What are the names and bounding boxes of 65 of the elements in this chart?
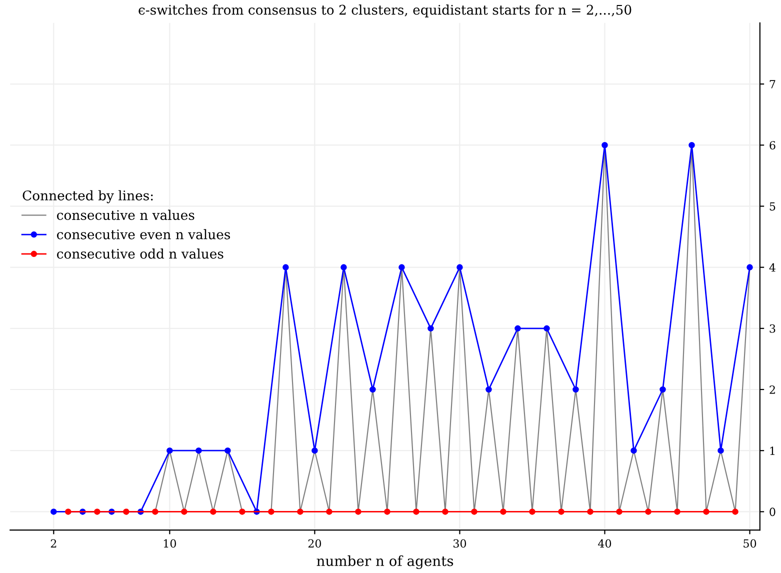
point [587, 508, 594, 515]
y-tick-label: 5 [770, 202, 776, 211]
point [500, 508, 506, 515]
point [384, 508, 390, 515]
point [544, 325, 550, 332]
point [65, 508, 72, 515]
point [630, 447, 637, 454]
point [688, 142, 695, 148]
y-tick-label: 7 [770, 80, 776, 88]
point [239, 508, 246, 515]
point [181, 508, 188, 515]
point [718, 447, 724, 454]
point [645, 508, 652, 515]
point [471, 508, 478, 515]
point [616, 508, 622, 515]
point [602, 142, 608, 148]
x-tick-label: 10 [164, 539, 176, 548]
point [123, 508, 130, 515]
x-tick-label: 50 [744, 539, 756, 548]
point [398, 264, 405, 270]
legend-label: consecutive n values [56, 210, 194, 220]
x-tick-label: 2 [50, 539, 56, 548]
point [166, 447, 173, 454]
x-tick-label: 30 [453, 539, 466, 548]
point [442, 508, 448, 515]
y-tick-label: 4 [769, 263, 776, 272]
legend-label: consecutive odd n values [56, 248, 224, 259]
point [297, 508, 304, 515]
point [746, 264, 753, 270]
point [486, 386, 492, 393]
point [529, 508, 536, 515]
point [703, 508, 710, 515]
point [210, 508, 216, 515]
point [558, 508, 564, 515]
point [674, 508, 680, 515]
legend-title: Connected by lines: [22, 190, 153, 204]
point [282, 264, 289, 270]
point [370, 386, 376, 393]
point [94, 508, 100, 515]
y-tick-label: 1 [770, 446, 774, 455]
point [340, 264, 347, 270]
point [456, 264, 463, 270]
x-axis-title: number n of agents [316, 555, 454, 569]
point [312, 447, 318, 454]
legend-label: consecutive even n values [56, 229, 230, 240]
point [268, 508, 274, 515]
chart-title: ϵ-switches from consensus to 2 clusters, equidistant starts for n = 2,...,50 [138, 4, 632, 18]
point [326, 508, 332, 515]
point [732, 508, 738, 515]
x-tick-label: 20 [308, 539, 322, 548]
point [224, 447, 231, 454]
point [196, 447, 202, 454]
point [428, 325, 434, 332]
point [355, 508, 362, 515]
y-tick-label: 6 [770, 141, 776, 150]
y-tick-label: 0 [770, 508, 776, 516]
point [152, 508, 158, 515]
point [572, 386, 579, 393]
point [660, 386, 666, 393]
point [514, 325, 521, 332]
x-tick-label: 40 [598, 539, 612, 548]
y-tick-label: 3 [770, 324, 776, 333]
point [50, 508, 57, 515]
point [413, 508, 420, 515]
y-tick-label: 2 [770, 385, 775, 394]
